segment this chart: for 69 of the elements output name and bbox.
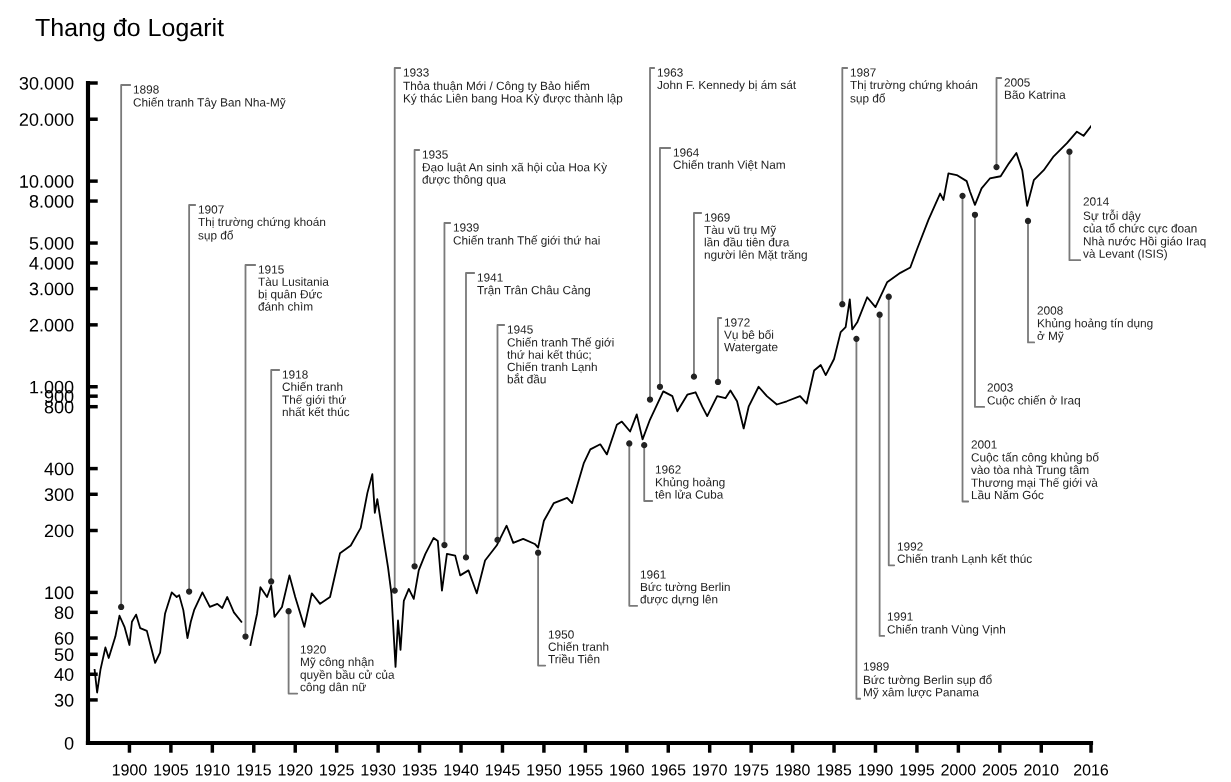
x-tick-label: 1935 xyxy=(403,764,437,776)
x-tick-label: 1960 xyxy=(610,764,644,776)
annotation: 1918 Chiến tranh Thế giới thứ nhất kết thúc xyxy=(282,370,350,417)
annotation: 1915 Tàu Lusitania bị quân Đức đánh chìm xyxy=(258,265,329,311)
x-tick-label: 2016 xyxy=(1074,764,1109,776)
y-tick-label: 30.000 xyxy=(19,76,74,90)
x-tick-label: 1925 xyxy=(320,764,354,776)
y-tick-label: 300 xyxy=(44,488,74,502)
y-tick-label: 5.000 xyxy=(29,236,74,250)
annotation: 1898 Chiến tranh Tây Ban Nha-Mỹ xyxy=(133,85,286,109)
annotation: 1962 Khủng hoảng tên lửa Cuba xyxy=(655,465,725,499)
x-tick-label: 1950 xyxy=(527,764,562,776)
x-tick-label: 1905 xyxy=(154,764,188,776)
y-tick-label: 8.000 xyxy=(29,194,74,208)
x-tick-label: 1985 xyxy=(817,764,852,776)
annotation: 2001 Cuộc tấn công khủng bố vào tòa nhà Trung tâm Thương mại Thế giới và Lầu Năm Góc xyxy=(971,440,1099,500)
y-tick-label: 10.000 xyxy=(20,175,74,188)
x-tick-label: 1970 xyxy=(693,764,727,776)
annotation: 1969 Tàu vũ trụ Mỹ lần đầu tiên đưa người lên Mặt trăng xyxy=(704,213,807,262)
annotation: 1920 Mỹ công nhận quyền bầu cử của công dân nữ xyxy=(300,645,395,694)
y-tick-label: 400 xyxy=(44,462,74,476)
annotation: 1964 Chiến tranh Việt Nam xyxy=(673,148,785,171)
x-tick-label: 2000 xyxy=(941,764,976,776)
x-tick-label: 1910 xyxy=(195,764,230,776)
y-tick-label: 100 xyxy=(45,586,74,600)
x-tick-label: 1955 xyxy=(568,764,603,776)
annotation: 1972 Vụ bê bối Watergate xyxy=(724,318,778,354)
annotation: 1939 Chiến tranh Thế giới thứ hai xyxy=(453,223,600,247)
y-tick-label: 40 xyxy=(54,668,74,681)
x-tick-label: 1940 xyxy=(444,764,479,776)
annotation: 1992 Chiến tranh Lạnh kết thúc xyxy=(897,542,1032,565)
x-tick-label: 1900 xyxy=(112,764,147,776)
annotation: 1963 John F. Kennedy bị ám sát xyxy=(657,68,797,92)
x-tick-label: 1995 xyxy=(900,764,935,776)
y-tick-label: 30 xyxy=(54,693,74,707)
annotation: 1933 Thỏa thuận Mới / Công ty Bảo hiểm Ký thác Liên bang Hoa Kỳ được thành lập xyxy=(403,68,623,105)
x-tick-label: 1915 xyxy=(237,764,271,776)
annotation: 2003 Cuộc chiến ở Iraq xyxy=(987,383,1080,407)
annotation: 1945 Chiến tranh Thế giới thứ hai kết thúc; Chiến tranh Lạnh bắt đầu xyxy=(507,325,614,384)
annotation: 1989 Bức tường Berlin sụp đổ Mỹ xâm lược Panama xyxy=(863,662,992,699)
y-tick-label: 50 xyxy=(54,648,74,662)
y-tick-label: 20.000 xyxy=(19,113,74,126)
annotation: 1935 Đạo luật An sinh xã hội của Hoa Kỳ được thông qua xyxy=(422,150,608,187)
annotation: 1950 Chiến tranh Triều Tiên xyxy=(548,630,609,664)
y-tick-label: 2.000 xyxy=(29,318,74,332)
annotation: 2008 Khủng hoảng tín dụng ở Mỹ xyxy=(1037,306,1153,343)
annotation: 1941 Trận Trân Châu Cảng xyxy=(477,273,590,297)
x-tick-label: 1920 xyxy=(278,764,313,776)
x-tick-label: 1990 xyxy=(858,764,893,776)
y-tick-label: 0 xyxy=(64,736,74,750)
x-tick-label: 1930 xyxy=(361,764,396,776)
annotation: 1991 Chiến tranh Vùng Vịnh xyxy=(887,612,1006,636)
x-tick-label: 1965 xyxy=(651,764,686,776)
annotation: 1907 Thị trường chứng khoán sụp đổ xyxy=(198,205,326,242)
x-tick-label: 1980 xyxy=(776,764,810,776)
annotation: 2005 Bão Katrina xyxy=(1004,78,1066,99)
x-tick-label: 1975 xyxy=(734,764,769,776)
chart-title: Thang đo Logarit xyxy=(35,18,224,42)
annotation: 1961 Bức tường Berlin được dựng lên xyxy=(640,570,730,606)
y-tick-label: 200 xyxy=(44,524,74,538)
annotation: 2014 Sự trỗi dậy của tổ chức cực đoan Nhà nước Hồi giáo Iraq và Levant (ISIS) xyxy=(1083,197,1206,261)
x-tick-label: 2005 xyxy=(982,764,1017,776)
y-tick-label: 4.000 xyxy=(29,256,74,270)
y-tick-label: 3.000 xyxy=(29,282,74,296)
annotation: 1987 Thị trường chứng khoán sụp đổ xyxy=(850,68,978,105)
y-tick-label: 80 xyxy=(54,606,74,620)
x-tick-label: 1945 xyxy=(485,764,520,776)
y-tick-label: 60 xyxy=(54,631,74,645)
x-tick-label: 2010 xyxy=(1024,764,1059,776)
